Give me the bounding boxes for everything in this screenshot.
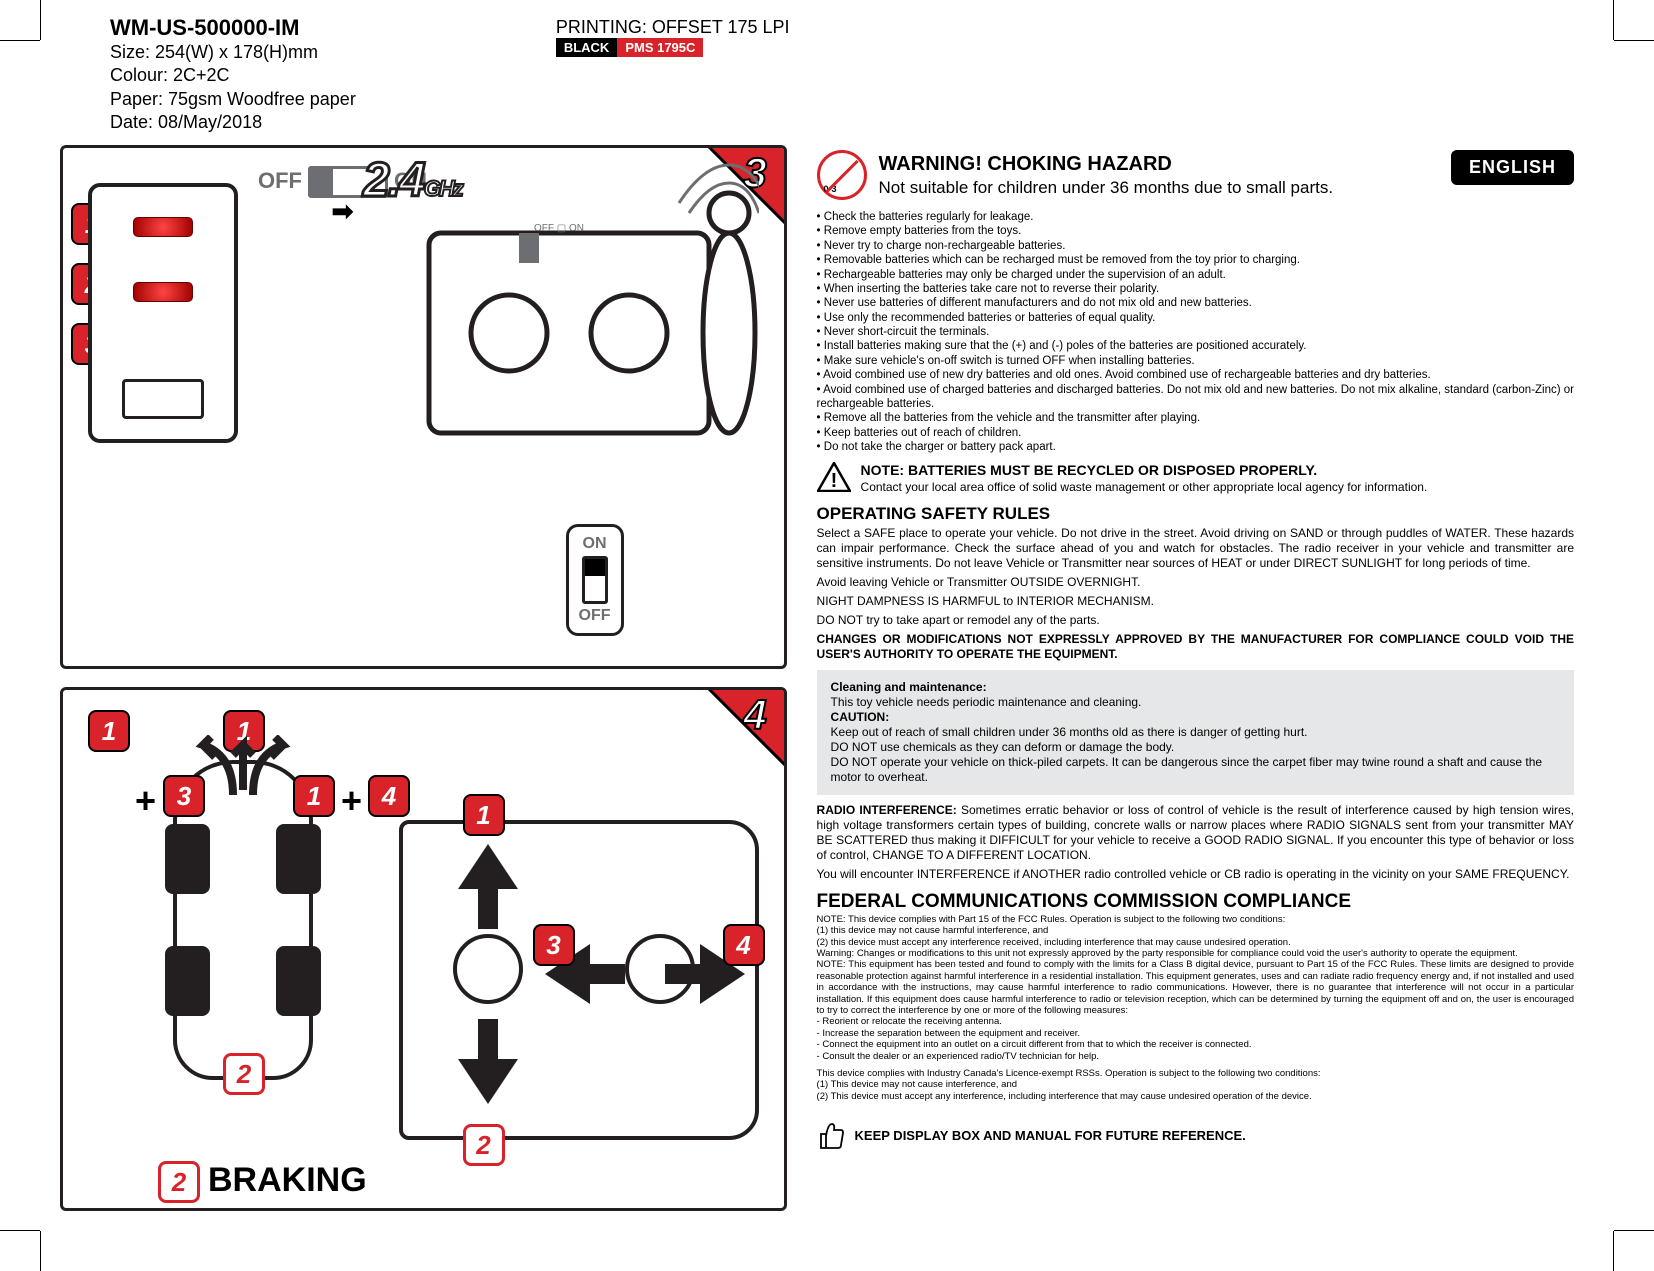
badge: 4 (723, 924, 765, 966)
bullet-item: Avoid combined use of new dry batteries … (817, 368, 1574, 382)
language-pill: ENGLISH (1451, 150, 1574, 185)
svg-text:OFF ▢ ON: OFF ▢ ON (534, 223, 584, 234)
plus-icon: + (135, 780, 156, 822)
warning-row: 0-3 WARNING! CHOKING HAZARD Not suitable… (817, 150, 1451, 200)
svg-text:!: ! (830, 470, 837, 492)
bullet-item: Remove empty batteries from the toys. (817, 224, 1574, 238)
spec-date: Date: 08/May/2018 (110, 111, 356, 134)
no-0-3-icon: 0-3 (817, 150, 867, 200)
bullet-item: Never try to charge non-rechargeable bat… (817, 239, 1574, 253)
badge: 4 (368, 775, 410, 817)
spec-title: WM-US-500000-IM (110, 15, 356, 41)
bullet-item: Install batteries making sure that the (… (817, 339, 1574, 353)
badge-outline: 2 (463, 1124, 505, 1166)
vertical-switch: ON OFF (566, 524, 624, 636)
wheel-icon (165, 824, 210, 894)
bullet-item: Do not take the charger or battery pack … (817, 440, 1574, 454)
panel-4: 4 1 1 + 3 1 + 4 2 2BRAKING (60, 687, 787, 1211)
wheel-icon (276, 824, 321, 894)
bullet-item: Remove all the batteries from the vehicl… (817, 411, 1574, 425)
right-column: ENGLISH 0-3 WARNING! CHOKING HAZARD Not … (807, 145, 1594, 1211)
off-label: OFF (258, 168, 302, 193)
bullet-item: Never use batteries of different manufac… (817, 296, 1574, 310)
bullet-item: Never short-circuit the terminals. (817, 325, 1574, 339)
fcc-fine-print: NOTE: This device complies with Part 15 … (817, 914, 1574, 1062)
led-icon (133, 282, 193, 302)
box-line: DO NOT use chemicals as they can deform … (831, 740, 1560, 755)
wheel-icon (276, 946, 321, 1016)
curved-arrows-icon (188, 735, 298, 805)
box-heading: CAUTION: (831, 710, 1560, 725)
spec-header: WM-US-500000-IM Size: 254(W) x 178(H)mm … (110, 15, 1594, 135)
car-top-illustration: 1 1 + 3 1 + 4 2 (93, 710, 373, 1150)
on-label: ON (579, 535, 611, 553)
updown-arrows-icon (438, 844, 538, 1104)
recycle-note: ! NOTE: BATTERIES MUST BE RECYCLED OR DI… (817, 462, 1574, 495)
bullet-item: Make sure vehicle's on-off switch is tur… (817, 354, 1574, 368)
left-column: 3 1 2 3 OFFON ➡ 2.4GHz (60, 145, 787, 1211)
badge-outline: 2 (158, 1161, 200, 1203)
plus-icon: + (341, 780, 362, 822)
bullet-item: When inserting the batteries take care n… (817, 282, 1574, 296)
panel-3: 3 1 2 3 OFFON ➡ 2.4GHz (60, 145, 787, 669)
operating-heading: OPERATING SAFETY RULES (817, 503, 1574, 524)
radio-para2: You will encounter INTERFERENCE if ANOTH… (817, 867, 1574, 882)
chip-red: PMS 1795C (617, 38, 703, 57)
print-line: PRINTING: OFFSET 175 LPI (556, 17, 790, 38)
badge: 1 (293, 775, 335, 817)
op-para: Select a SAFE place to operate your vehi… (817, 526, 1574, 571)
thumbs-up-icon (817, 1122, 845, 1150)
box-heading: Cleaning and maintenance: (831, 680, 1560, 695)
bullet-item: Check the batteries regularly for leakag… (817, 210, 1574, 224)
keep-text: KEEP DISPLAY BOX AND MANUAL FOR FUTURE R… (855, 1128, 1246, 1144)
spec-size: Size: 254(W) x 178(H)mm (110, 41, 356, 64)
op-para: NIGHT DAMPNESS IS HARMFUL to INTERIOR ME… (817, 594, 1574, 609)
switch-icon (582, 556, 608, 604)
transmitter-illustration (88, 183, 238, 443)
radio-para: RADIO INTERFERENCE: Sometimes erratic be… (817, 803, 1574, 863)
bullet-item: Rechargeable batteries may only be charg… (817, 268, 1574, 282)
maintenance-box: Cleaning and maintenance: This toy vehic… (817, 670, 1574, 795)
warning-title: WARNING! CHOKING HAZARD (879, 152, 1334, 177)
note-sub: Contact your local area office of solid … (861, 480, 1428, 495)
corner-badge-4: 4 (707, 687, 787, 767)
battery-bullets: Check the batteries regularly for leakag… (817, 210, 1574, 454)
op-para: Avoid leaving Vehicle or Transmitter OUT… (817, 575, 1574, 590)
wheel-icon (165, 946, 210, 1016)
op-para: DO NOT try to take apart or remodel any … (817, 613, 1574, 628)
bullet-item: Removable batteries which can be recharg… (817, 253, 1574, 267)
print-block: PRINTING: OFFSET 175 LPI BLACKPMS 1795C (556, 17, 790, 57)
ic-fine-print: This device complies with Industry Canad… (817, 1068, 1574, 1102)
bullet-item: Avoid combined use of charged batteries … (817, 383, 1574, 412)
bullet-item: Use only the recommended batteries or ba… (817, 311, 1574, 325)
box-line: Keep out of reach of small children unde… (831, 725, 1560, 740)
warning-subtitle: Not suitable for children under 36 month… (879, 177, 1334, 198)
controller-illustration: OFF ▢ ON (409, 163, 759, 483)
op-bold: CHANGES OR MODIFICATIONS NOT EXPRESSLY A… (817, 632, 1574, 662)
led-icon (133, 217, 193, 237)
badge-outline: 2 (223, 1053, 265, 1095)
warning-triangle-icon: ! (817, 462, 851, 492)
box-line: This toy vehicle needs periodic maintena… (831, 695, 1560, 710)
spec-paper: Paper: 75gsm Woodfree paper (110, 88, 356, 111)
badge: 1 (463, 794, 505, 836)
transmitter-front-illustration: 1 3 4 2 (399, 820, 759, 1140)
box-line: DO NOT operate your vehicle on thick-pil… (831, 755, 1560, 785)
fcc-heading: FEDERAL COMMUNICATIONS COMMISSION COMPLI… (817, 890, 1574, 914)
badge: 3 (533, 924, 575, 966)
svg-text:4: 4 (742, 691, 766, 738)
chip-black: BLACK (556, 38, 618, 57)
bullet-item: Keep batteries out of reach of children. (817, 426, 1574, 440)
note-bold: NOTE: BATTERIES MUST BE RECYCLED OR DISP… (861, 462, 1428, 480)
spec-block: WM-US-500000-IM Size: 254(W) x 178(H)mm … (110, 15, 356, 135)
keep-row: KEEP DISPLAY BOX AND MANUAL FOR FUTURE R… (817, 1122, 1574, 1150)
screen-icon (122, 379, 204, 419)
leftright-arrows-icon (545, 924, 745, 1024)
spec-colour: Colour: 2C+2C (110, 64, 356, 87)
badge: 1 (88, 710, 130, 752)
braking-label: 2BRAKING (158, 1161, 367, 1203)
off-label: OFF (579, 607, 611, 625)
